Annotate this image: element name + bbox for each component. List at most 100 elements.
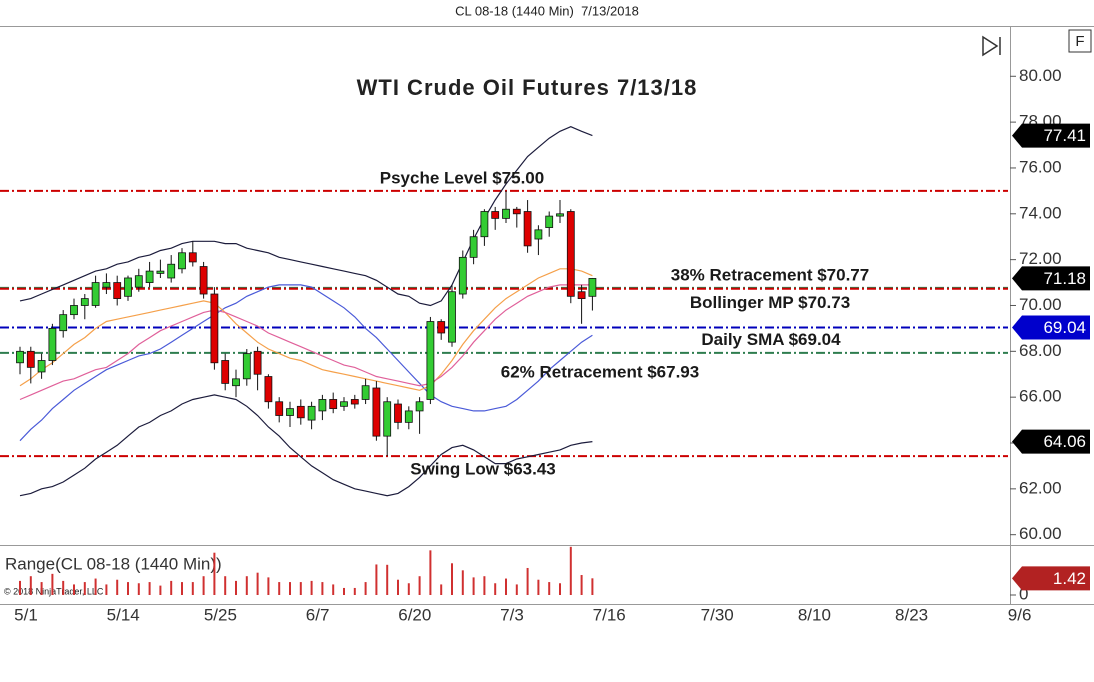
y-tick-label: 74.00 (1019, 203, 1062, 222)
candle-body (458, 256, 467, 295)
candle-body (340, 401, 348, 407)
candle-body (502, 208, 510, 219)
candle-body (124, 277, 132, 297)
chart-title: WTI Crude Oil Futures 7/13/18 (357, 75, 698, 100)
level-annotation: Psyche Level $75.00 (380, 168, 544, 187)
indicator-line (19, 284, 593, 401)
candle-body (566, 211, 575, 297)
level-annotation: Daily SMA $69.04 (701, 330, 841, 349)
candle-body (232, 378, 240, 387)
candle-body (577, 291, 586, 300)
candle-body (102, 282, 111, 288)
price-marker-tag (1012, 315, 1090, 340)
x-tick-label: 7/30 (701, 605, 734, 624)
candle-body (188, 252, 197, 263)
candle-body (426, 321, 435, 400)
price-marker-label: 69.04 (1043, 318, 1086, 337)
y-tick-label: 60.00 (1019, 524, 1062, 543)
f-button[interactable]: F (1075, 33, 1084, 50)
candle-body (80, 298, 89, 306)
candle-body (156, 270, 165, 274)
indicator-line (19, 394, 593, 497)
candle-body (404, 410, 413, 423)
candle-body (286, 408, 294, 416)
range-title: Range(CL 08-18 (1440 Min)) (5, 554, 222, 573)
candle-body (383, 401, 392, 437)
candle-body (70, 305, 78, 316)
candle-body (437, 321, 446, 334)
y-tick-label: 76.00 (1019, 157, 1062, 176)
candle-body (448, 291, 456, 343)
price-marker-label: 71.18 (1043, 269, 1086, 288)
candle-body (199, 266, 208, 295)
indicator-line (19, 268, 593, 391)
candle-body (16, 350, 24, 364)
x-tick-label: 8/23 (895, 605, 928, 624)
candle-body (523, 211, 532, 247)
price-marker-tag (1012, 266, 1090, 291)
price-marker-label: 77.41 (1043, 126, 1086, 145)
x-tick-label: 7/3 (500, 605, 524, 624)
play-triangle[interactable] (982, 35, 999, 57)
levels (0, 189, 1008, 458)
candle-body (48, 328, 57, 361)
x-tick-label: 6/7 (306, 605, 330, 624)
y-tick-label: 80.00 (1019, 66, 1062, 85)
f-button-box[interactable] (1068, 29, 1092, 53)
x-tick-label: 8/10 (798, 605, 831, 624)
candle-body (134, 275, 143, 288)
candle-body (59, 314, 68, 332)
y-tick-label: 68.00 (1019, 341, 1062, 360)
candle-body (469, 236, 478, 258)
indicator-line (19, 284, 593, 442)
y-tick-label: 70.00 (1019, 295, 1062, 314)
candle-body (178, 252, 186, 270)
candle-body (556, 213, 564, 217)
copyright: © 2018 NinjaTrader, LLC (4, 586, 104, 596)
candle-body (264, 376, 273, 403)
x-tick-label: 5/14 (107, 605, 140, 624)
y-tick-label: 66.00 (1019, 387, 1062, 406)
y-tick-label: 62.00 (1019, 478, 1062, 497)
y-tick-label: 72.00 (1019, 249, 1062, 268)
candle-body (545, 215, 554, 228)
range-marker-label: 1.42 (1053, 569, 1086, 588)
play-icon[interactable] (982, 35, 1001, 57)
x-tick-label: 6/20 (398, 605, 431, 624)
candle-body (275, 401, 284, 416)
x-tick-label: 5/25 (204, 605, 237, 624)
candle-body (318, 399, 327, 412)
candle-body (394, 403, 402, 423)
candle-body (307, 405, 316, 421)
price-marker-tag (1012, 123, 1090, 148)
candle-body (329, 399, 338, 410)
candle-body (415, 401, 424, 412)
candle-body (491, 211, 500, 219)
x-tick-label: 9/6 (1008, 605, 1032, 624)
candle-body (588, 278, 597, 297)
candle-body (350, 399, 359, 405)
candle-body (37, 360, 46, 373)
range-y-tick-label: 0 (1019, 584, 1028, 603)
candle-body (26, 350, 35, 368)
candle-body (480, 211, 489, 238)
candle-body (167, 263, 176, 279)
candle-body (145, 270, 154, 283)
level-annotation: Swing Low $63.43 (410, 460, 556, 479)
price-marker-tag (1012, 429, 1090, 454)
level-annotation: 38% Retracement $70.77 (671, 265, 869, 284)
candle-body (372, 387, 381, 437)
candle-body (253, 350, 262, 375)
candle-body (534, 229, 543, 240)
range-marker-tag (1012, 566, 1090, 591)
price-marker-label: 64.06 (1043, 432, 1086, 451)
level-annotation: 62% Retracement $67.93 (501, 362, 699, 381)
candle-body (512, 208, 521, 215)
candle-body (221, 360, 230, 384)
indicator-line (19, 126, 593, 307)
header: CL 08-18 (1440 Min) 7/13/2018 (455, 3, 639, 18)
x-tick-label: 7/16 (593, 605, 626, 624)
